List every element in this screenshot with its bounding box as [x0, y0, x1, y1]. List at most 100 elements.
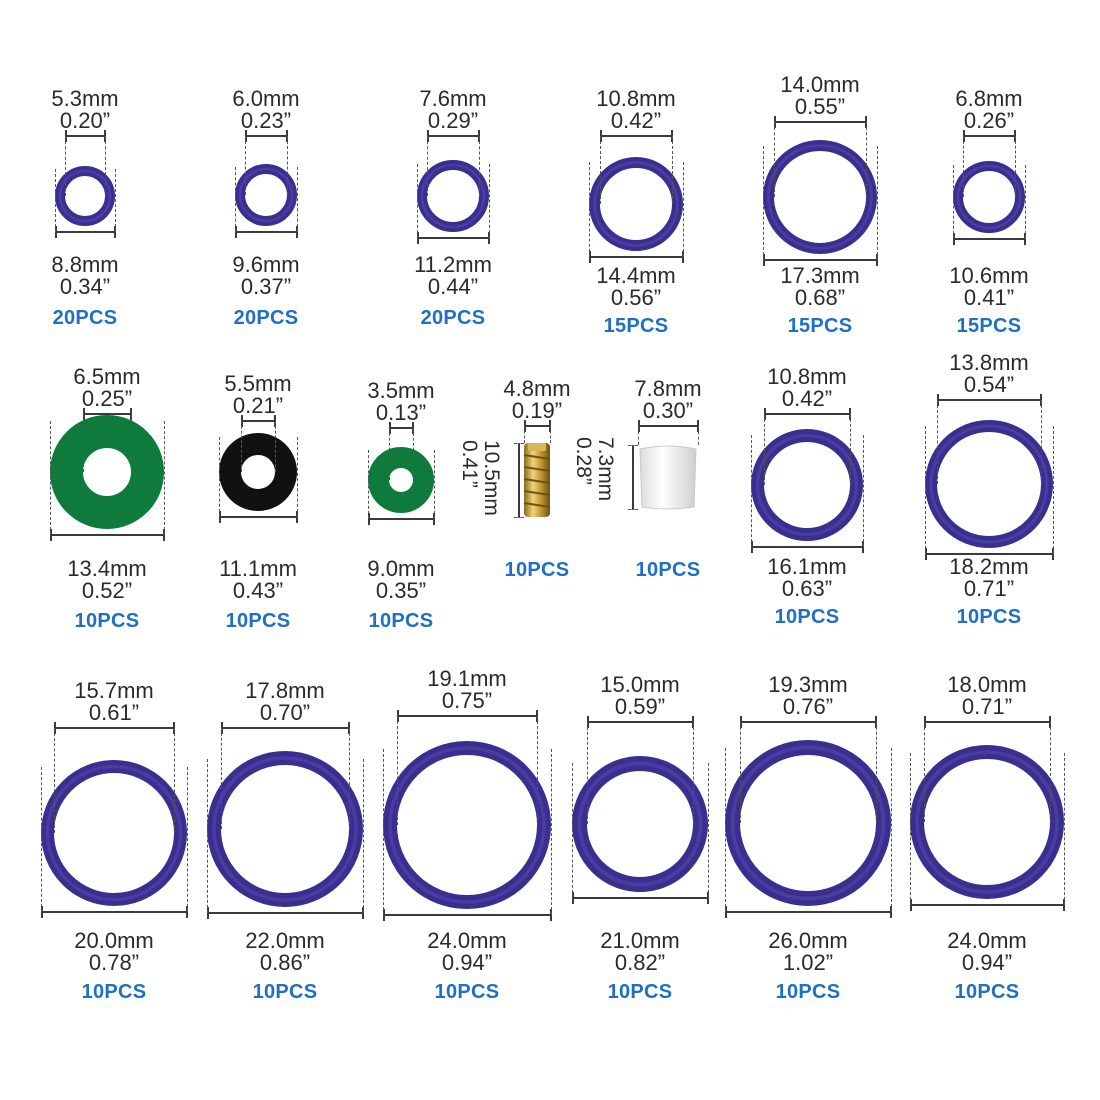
item-1-outer-line [55, 231, 115, 233]
item-6-count: 15PCS [956, 315, 1022, 337]
item-15-outer-line-tick-left [207, 907, 209, 919]
item-12-outer-line [751, 546, 863, 548]
item-19-outer-guide-right [1064, 752, 1065, 905]
item-14-outer-in: 0.78” [88, 950, 140, 975]
item-6-inner-in: 0.26” [963, 108, 1015, 133]
item-5-outer-line-tick-left [763, 254, 765, 266]
item-15-inner-mm: 17.8mm [245, 678, 325, 703]
item-9-inner-mm: 3.5mm [367, 378, 435, 403]
item-11-width-guide-right [698, 426, 699, 445]
item-8-outer-mm: 11.1mm [219, 556, 297, 581]
item-19-outer-line [910, 904, 1064, 906]
item-19-inner-mm: 18.0mm [947, 672, 1027, 697]
item-3-outer-mm: 11.2mm [414, 252, 492, 277]
item-2-inner-line-tick-right [286, 130, 288, 142]
item-1-inner-guide-left [65, 136, 66, 196]
item-19-count: 10PCS [954, 981, 1020, 1003]
item-18-inner-in: 0.76” [782, 694, 834, 719]
o-ring-image [725, 740, 891, 906]
item-4-outer-mm: 14.4mm [596, 263, 676, 288]
white-sleeve-image [639, 445, 697, 510]
item-13-inner-line-tick-right [1040, 394, 1042, 406]
item-16-inner-line [397, 715, 537, 717]
item-5-outer-line [763, 259, 877, 261]
item-7-outer-guide-right [164, 420, 165, 535]
brass-fitting-image [523, 443, 551, 517]
item-5-inner-line [774, 121, 866, 123]
item-2-outer-mm: 9.6mm [232, 252, 300, 277]
item-2-inner-guide-left [245, 136, 246, 195]
item-9-outer-in: 0.35” [375, 578, 427, 603]
item-11-height-in: 0.28” [572, 437, 595, 485]
item-7-inner-guide-right [131, 414, 132, 472]
item-6-outer-mm: 10.6mm [949, 263, 1029, 288]
item-6-outer-line-tick-right [1024, 233, 1026, 245]
item-3-outer-line-tick-left [417, 232, 419, 244]
item-5-outer-in: 0.68” [794, 285, 846, 310]
item-1-inner-in: 0.20” [59, 108, 111, 133]
item-17-outer-guide-right [708, 762, 709, 898]
item-11-width-line [638, 425, 698, 427]
item-5-outer-mm: 17.3mm [780, 263, 860, 288]
item-18-inner-guide-right [876, 722, 877, 823]
item-12-outer-mm: 16.1mm [767, 554, 847, 579]
item-6-inner-guide-left [963, 136, 964, 197]
item-5-inner-guide-right [866, 122, 867, 197]
item-8-inner-line-tick-right [274, 415, 276, 427]
item-18-inner-mm: 19.3mm [768, 672, 848, 697]
item-8-count: 10PCS [225, 610, 291, 632]
item-17-inner-line-tick-right [692, 716, 694, 728]
item-13-inner-mm: 13.8mm [949, 350, 1029, 375]
item-9-inner-guide-right [413, 428, 414, 480]
item-18-outer-mm: 26.0mm [768, 928, 848, 953]
item-9-outer-line-tick-left [368, 513, 370, 525]
item-15-inner-in: 0.70” [259, 700, 311, 725]
item-2-inner-line [245, 135, 287, 137]
item-8-outer-line-tick-right [296, 511, 298, 523]
item-2-count: 20PCS [233, 307, 299, 329]
item-15-outer-guide-right [363, 758, 364, 913]
item-1-inner-guide-right [105, 136, 106, 196]
o-ring-image [235, 164, 297, 226]
item-12-inner-guide-right [850, 414, 851, 485]
item-16-outer-line [383, 914, 551, 916]
item-7-inner-mm: 6.5mm [73, 364, 141, 389]
item-16-outer-mm: 24.0mm [427, 928, 507, 953]
item-7-outer-line-tick-right [163, 529, 165, 541]
item-15-outer-guide-left [207, 758, 208, 913]
item-19-outer-line-tick-right [1063, 899, 1065, 911]
item-1-outer-mm: 8.8mm [51, 252, 119, 277]
item-10-height-guide-top [514, 443, 524, 444]
item-3-inner-guide-right [479, 136, 480, 196]
item-10-height-guide-bottom [514, 517, 524, 518]
item-9-outer-line [368, 518, 434, 520]
o-ring-image [207, 751, 363, 907]
item-7-inner-line [83, 413, 131, 415]
item-11-height-guide-bottom [628, 509, 638, 510]
item-6-outer-guide-right [1025, 164, 1026, 239]
item-19-outer-guide-left [910, 752, 911, 905]
item-9-inner-in: 0.13” [375, 400, 427, 425]
green-seal-image [368, 447, 434, 513]
item-11-width-line-tick-right [697, 420, 699, 432]
item-19-outer-mm: 24.0mm [947, 928, 1027, 953]
item-2-inner-guide-right [287, 136, 288, 195]
item-1-inner-mm: 5.3mm [51, 86, 119, 111]
item-6-inner-mm: 6.8mm [955, 86, 1023, 111]
item-5-inner-in: 0.55” [794, 94, 846, 119]
item-14-outer-guide-right [187, 767, 188, 912]
item-1-outer-line-tick-left [55, 226, 57, 238]
item-4-inner-mm: 10.8mm [596, 86, 676, 111]
item-17-count: 10PCS [607, 981, 673, 1003]
item-4-outer-line-tick-left [589, 251, 591, 263]
item-3-outer-line [417, 237, 489, 239]
item-10-width-guide-left [524, 426, 525, 443]
item-14-inner-line-tick-right [173, 722, 175, 734]
item-11-count: 10PCS [635, 559, 701, 581]
item-15-inner-line [221, 727, 349, 729]
item-4-count: 15PCS [603, 315, 669, 337]
item-18-outer-in: 1.02” [782, 950, 834, 975]
item-9-inner-guide-left [389, 428, 390, 480]
item-5-inner-guide-left [774, 122, 775, 197]
